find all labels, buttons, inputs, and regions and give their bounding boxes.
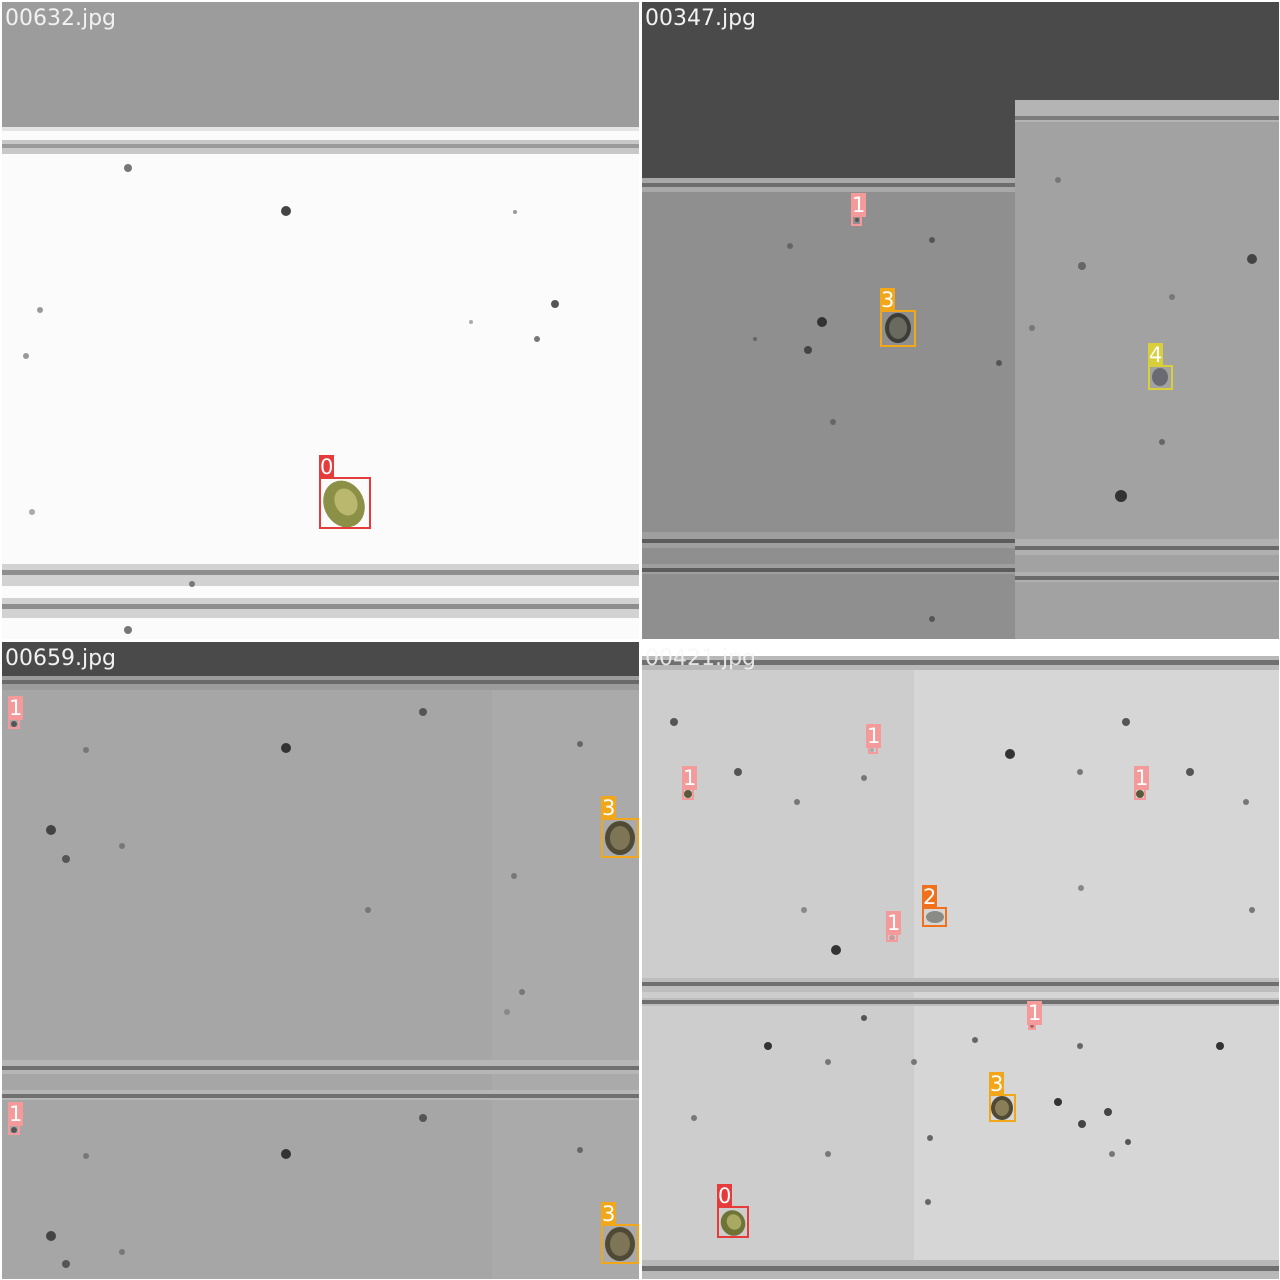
microscope-image (642, 2, 1279, 639)
detection-class-label: 3 (989, 1072, 1005, 1096)
detection-class-label: 3 (601, 1202, 617, 1226)
detection-class-label: 1 (851, 193, 867, 217)
detection-box (922, 907, 947, 927)
mosaic-tile-00632: 00632.jpg 0 (2, 2, 639, 639)
detection-box (717, 1206, 749, 1238)
detection-box (601, 1224, 639, 1264)
detection-box (601, 818, 639, 858)
microscope-image (2, 642, 639, 1279)
mosaic-tile-00659: 00659.jpg 1 3 1 3 (2, 642, 639, 1279)
detection-class-label: 1 (1134, 766, 1150, 790)
mosaic-tile-00347: 00347.jpg 1 3 4 (642, 2, 1279, 639)
detection-class-label: 1 (8, 1102, 24, 1126)
detection-class-label: 1 (886, 911, 902, 935)
detection-class-label: 3 (601, 796, 617, 820)
detection-class-label: 2 (922, 885, 938, 909)
detection-class-label: 3 (880, 288, 896, 312)
microscope-image (2, 2, 639, 639)
image-filename: 00347.jpg (645, 6, 757, 31)
image-filename: 00632.jpg (5, 6, 117, 31)
detection-class-label: 1 (866, 724, 882, 748)
detection-box (319, 477, 371, 529)
detection-class-label: 0 (717, 1184, 733, 1208)
detection-box (1148, 365, 1173, 390)
detection-class-label: 1 (8, 696, 24, 720)
detection-class-label: 0 (319, 455, 335, 479)
detection-class-label: 1 (1027, 1001, 1043, 1025)
mosaic-tile-00421: 00421.jpg 1 1 1 2 1 1 3 0 (642, 642, 1279, 1279)
detection-class-label: 4 (1148, 343, 1164, 367)
microscope-image (642, 642, 1279, 1279)
detection-class-label: 1 (682, 766, 698, 790)
detection-box (880, 310, 916, 347)
image-filename: 00421.jpg (645, 646, 757, 671)
detection-box (989, 1094, 1016, 1122)
image-filename: 00659.jpg (5, 646, 117, 671)
